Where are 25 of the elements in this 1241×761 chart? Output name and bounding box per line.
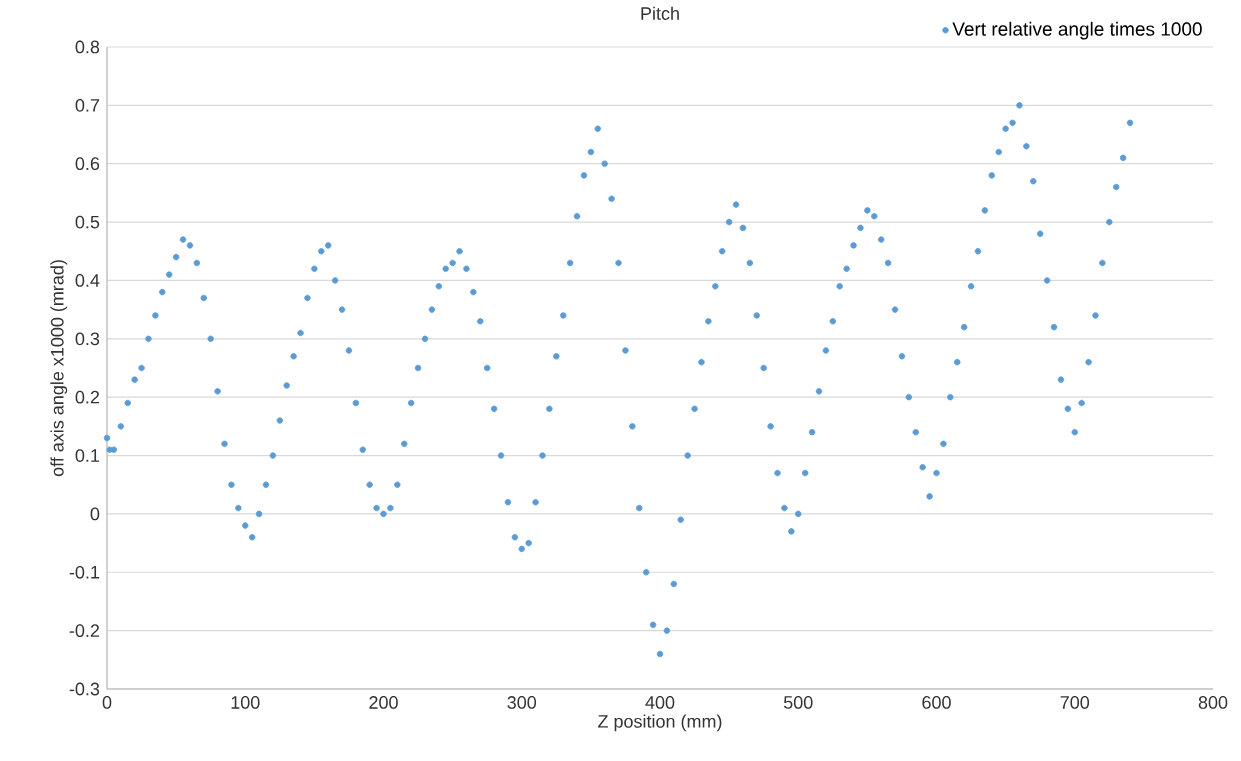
legend-label: Vert relative angle times 1000 <box>952 21 1202 40</box>
x-tick-label: 700 <box>1060 696 1090 709</box>
x-tick-label: 100 <box>231 696 260 709</box>
y-tick-label: 0.2 <box>75 390 100 404</box>
x-axis-title: Z position (mm) <box>598 714 722 732</box>
y-tick-label: 0.7 <box>75 98 100 112</box>
x-tick-label: 300 <box>507 696 537 709</box>
y-tick-label: -0.1 <box>69 565 100 579</box>
x-tick-label: 800 <box>1198 696 1228 709</box>
y-tick-label: 0.1 <box>75 449 100 462</box>
x-tick-label: 500 <box>783 696 813 709</box>
y-tick-label: 0.5 <box>75 215 100 229</box>
y-tick-label: 0.6 <box>75 157 100 171</box>
x-tick-label: 200 <box>369 696 398 709</box>
y-tick-label: -0.2 <box>69 624 100 638</box>
y-tick-label: -0.3 <box>69 682 100 696</box>
y-tick-label: 0 <box>90 507 100 521</box>
y-tick-label: 0.3 <box>75 332 100 346</box>
y-axis-title: off axis angle x1000 (mrad) <box>50 260 68 477</box>
x-tick-label: 600 <box>922 696 951 709</box>
x-tick-label: 400 <box>645 696 675 709</box>
x-tick-label: 0 <box>102 696 112 709</box>
y-tick-label: 0.4 <box>75 274 100 287</box>
chart-title: Pitch <box>641 6 679 20</box>
y-tick-label: 0.8 <box>75 40 100 54</box>
